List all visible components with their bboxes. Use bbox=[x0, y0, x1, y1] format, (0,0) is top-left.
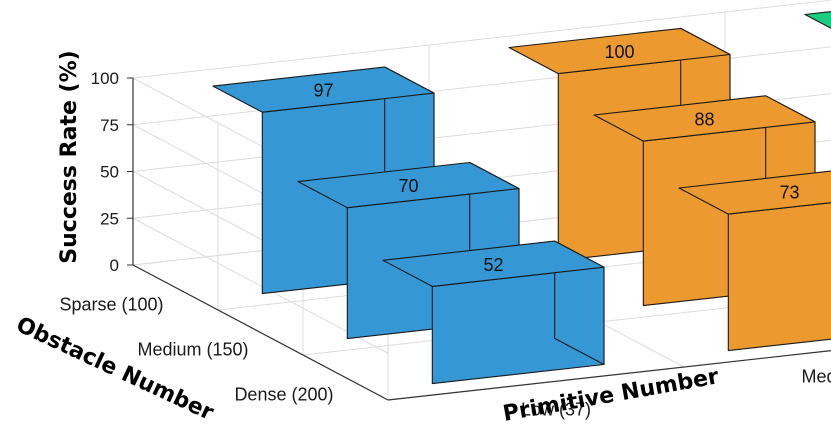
bar-front-face bbox=[727, 202, 831, 352]
bar-top-face bbox=[212, 66, 435, 113]
y-tick-label: 50 bbox=[100, 163, 119, 182]
bar-top-face bbox=[297, 161, 520, 209]
depth-axis-title: Obstacle Number bbox=[12, 312, 217, 425]
gridline-side-y bbox=[132, 217, 389, 354]
depth-tick-label: Medium (150) bbox=[137, 340, 248, 360]
bar-value-label: 73 bbox=[779, 182, 799, 202]
bar-value-label: 97 bbox=[313, 81, 333, 101]
bar-top-face bbox=[593, 95, 816, 142]
x-axis-title: Primitive Number bbox=[501, 364, 721, 427]
bar-value-label: 52 bbox=[483, 255, 503, 275]
bar-value-label: 88 bbox=[694, 109, 714, 129]
axes bbox=[127, 77, 831, 401]
bar: 73 bbox=[678, 170, 831, 352]
bar-top-face bbox=[804, 11, 831, 29]
y-tick-label: 0 bbox=[110, 256, 119, 275]
bar-top-face bbox=[382, 240, 605, 287]
bar-value-label: 70 bbox=[398, 176, 418, 196]
bar-top-face bbox=[678, 170, 831, 215]
y-axis-title: Success Rate (%) bbox=[57, 50, 82, 263]
gridline-back-y bbox=[132, 0, 831, 79]
x-tick-label: Medium (61) bbox=[801, 367, 831, 387]
x-axis-line bbox=[387, 350, 831, 401]
y-tick-label: 75 bbox=[100, 116, 119, 135]
depth-tick-label: Sparse (100) bbox=[59, 295, 163, 315]
bar: 52 bbox=[382, 240, 605, 385]
y-tick-label: 25 bbox=[100, 209, 119, 228]
y-tick-label: 100 bbox=[91, 69, 119, 88]
tick-labels: 0 25 50 75 100 Sparse (100) Medium (150) Dense … bbox=[59, 69, 831, 420]
bar-value-label: 100 bbox=[604, 42, 634, 62]
bars: 1001001001008873977052 bbox=[212, 11, 831, 385]
x-tick-label: Low (37) bbox=[521, 400, 591, 420]
depth-axis-line bbox=[132, 264, 389, 401]
bar: 100 bbox=[804, 11, 831, 29]
bar-top-face bbox=[508, 27, 731, 75]
depth-tick-label: Dense (200) bbox=[234, 385, 333, 405]
